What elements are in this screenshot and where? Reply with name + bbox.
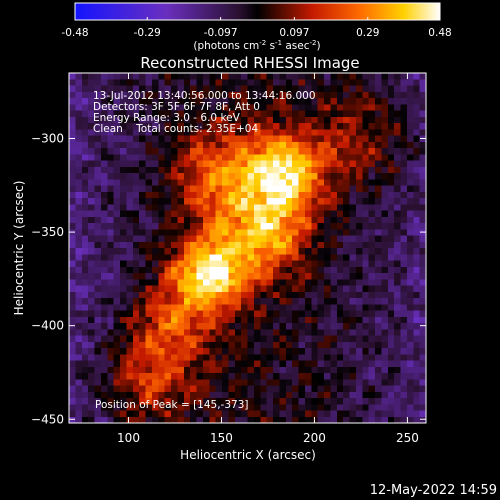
- colorbar-tick-label: 0.097: [279, 27, 309, 39]
- x-axis-ticks: 100 150 200 250: [117, 73, 419, 445]
- detectors-annotation: Detectors: 3F 5F 6F 7F 8F, Att 0: [93, 101, 260, 113]
- footer-timestamp: 12-May-2022 14:59: [370, 483, 497, 498]
- colorbar-tick-label: -0.29: [134, 27, 161, 39]
- y-tick-label: −450: [31, 412, 64, 426]
- colorbar-tick-label: 0.48: [428, 27, 451, 39]
- x-tick-label: 200: [303, 431, 326, 445]
- heatmap-plot: 100 150 200 250 −300 −350 −400 −450: [31, 72, 427, 445]
- colorbar-tick-label: 0.29: [356, 27, 379, 39]
- time-range-annotation: 13-Jul-2012 13:40:56.000 to 13:44:16.000: [93, 90, 316, 102]
- colorbar-tick-labels: -0.48 -0.29 -0.097 0.097 0.29 0.48: [61, 27, 451, 39]
- chart-title: Reconstructed RHESSI Image: [140, 54, 359, 72]
- heatmap-image: [69, 73, 426, 423]
- colorbar-tick-label: -0.48: [61, 27, 88, 39]
- y-axis-ticks: −300 −350 −400 −450: [31, 132, 426, 426]
- colorbar-ticks: [74, 17, 441, 20]
- y-axis-label: Heliocentric Y (arcsec): [12, 181, 26, 316]
- x-axis-label: Heliocentric X (arcsec): [180, 448, 316, 462]
- y-tick-label: −300: [31, 132, 64, 146]
- x-tick-label: 100: [117, 431, 140, 445]
- colorbar: -0.48 -0.29 -0.097 0.097 0.29 0.48 (photons c…: [61, 2, 452, 52]
- colorbar-unit-label: (photons cm-2 s-1 asec-2): [193, 39, 320, 52]
- y-tick-label: −350: [31, 225, 64, 239]
- colorbar-gradient: [74, 2, 441, 21]
- plot-frame: [68, 72, 427, 424]
- colorbar-tick-label: -0.097: [204, 27, 238, 39]
- image-annotations: 13-Jul-2012 13:40:56.000 to 13:44:16.000…: [93, 90, 316, 411]
- x-tick-label: 250: [396, 431, 419, 445]
- x-tick-label: 150: [210, 431, 233, 445]
- clean-total-counts-annotation: Clean Total counts: 2.35E+04: [93, 123, 258, 135]
- energy-range-annotation: Energy Range: 3.0 - 6.0 keV: [93, 112, 241, 124]
- peak-position-annotation: Position of Peak = [145,-373]: [95, 399, 249, 411]
- y-tick-label: −400: [31, 319, 64, 333]
